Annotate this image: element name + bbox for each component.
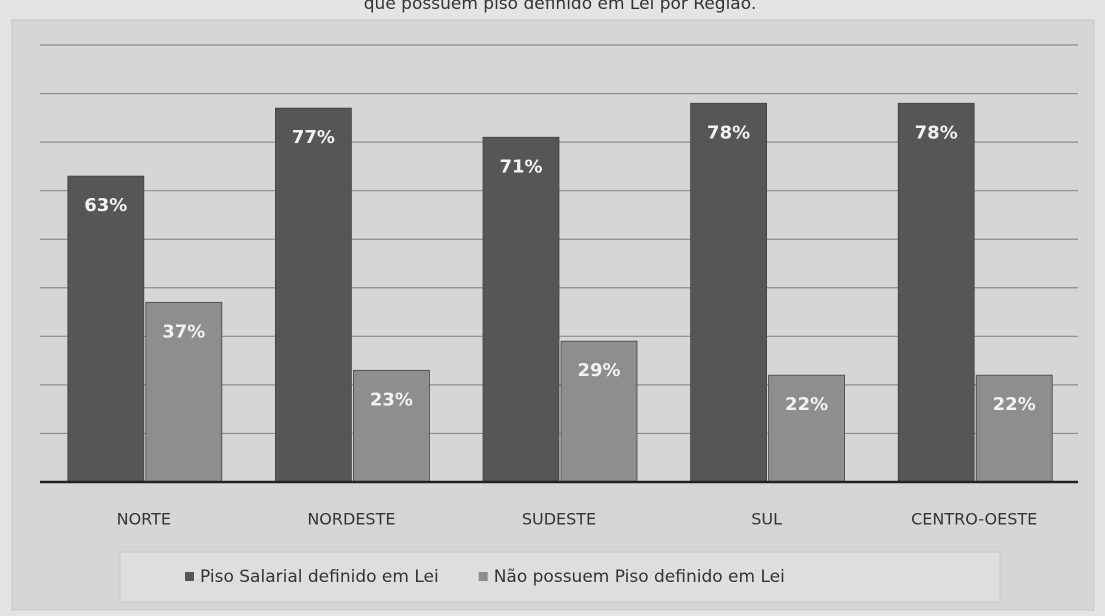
x-tick-label: NORDESTE: [307, 510, 395, 529]
x-tick-label: CENTRO-OESTE: [911, 510, 1037, 529]
data-label: 22%: [785, 394, 828, 415]
legend-label: Não possuem Piso definido em Lei: [494, 567, 785, 587]
data-label: 37%: [162, 321, 205, 342]
data-label: 63%: [84, 195, 127, 216]
bar: [768, 374, 845, 483]
bar: [975, 374, 1053, 483]
legend-box: [119, 551, 1001, 603]
legend-swatch: [185, 572, 194, 581]
bar: [274, 107, 352, 483]
data-label: 78%: [915, 122, 958, 143]
legend-swatch: [478, 572, 488, 581]
data-label: 22%: [993, 394, 1036, 415]
chart-title: que possuem piso definido em Lei por Reg…: [364, 0, 756, 14]
data-label: 71%: [499, 156, 542, 177]
data-label: 78%: [707, 122, 750, 143]
bar: [690, 102, 767, 483]
data-label: 29%: [577, 360, 620, 381]
legend-label: Piso Salarial definido em Lei: [200, 567, 439, 587]
x-tick-label: NORTE: [117, 510, 171, 529]
x-tick-label: SUL: [751, 510, 782, 529]
x-tick-label: SUDESTE: [522, 510, 596, 529]
bar: [352, 369, 430, 483]
bar: [897, 102, 975, 483]
data-label: 77%: [292, 127, 335, 148]
bar: [482, 136, 560, 483]
bar: [145, 301, 223, 483]
data-label: 23%: [370, 389, 413, 410]
bar: [67, 175, 145, 483]
